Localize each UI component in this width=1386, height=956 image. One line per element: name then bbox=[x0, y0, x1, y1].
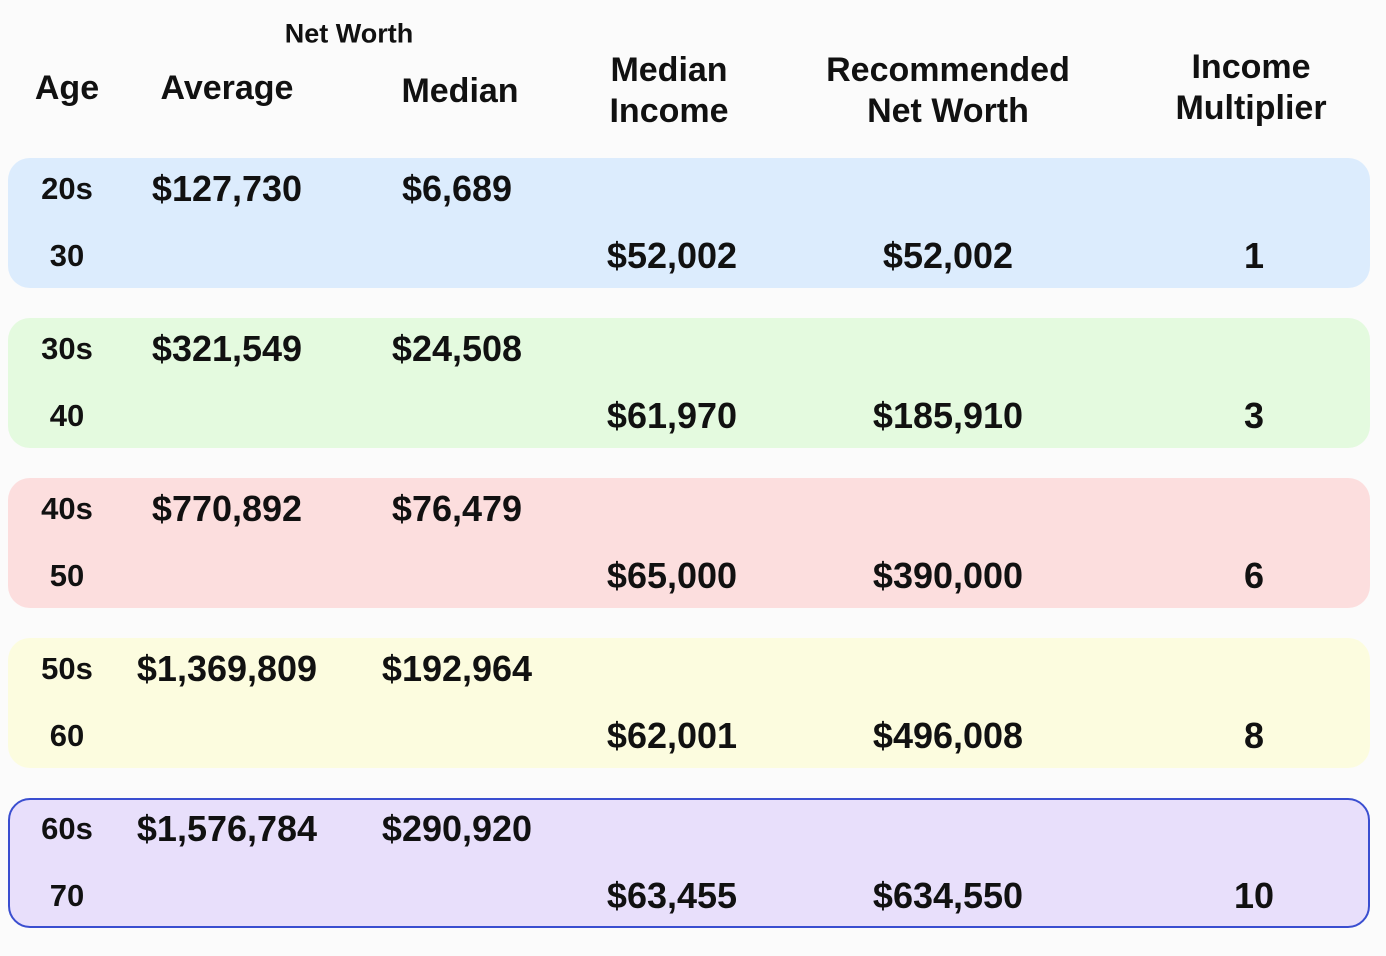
cell: $63,455 bbox=[606, 875, 738, 916]
cell: 60s bbox=[41, 811, 93, 846]
cell: 70 bbox=[49, 878, 85, 913]
column-header: Net Worth bbox=[867, 91, 1029, 130]
cell: $1,369,809 bbox=[136, 648, 318, 689]
cell: 8 bbox=[1243, 715, 1265, 756]
cell: $62,001 bbox=[606, 715, 738, 756]
column-header: Average bbox=[160, 69, 294, 107]
cell: $127,730 bbox=[151, 168, 303, 209]
column-header: Median bbox=[401, 72, 519, 110]
cell: $290,920 bbox=[381, 808, 533, 849]
table-row bbox=[8, 798, 1370, 928]
column-header: Recommended bbox=[826, 50, 1070, 89]
column-header: Age bbox=[34, 69, 100, 107]
cell: $1,576,784 bbox=[136, 808, 318, 849]
cell: 1 bbox=[1243, 235, 1265, 276]
cell: 30 bbox=[49, 238, 85, 273]
cell: $52,002 bbox=[882, 235, 1014, 276]
cell: $390,000 bbox=[872, 555, 1024, 596]
cell: $770,892 bbox=[151, 488, 303, 529]
cell: 20s bbox=[41, 171, 93, 206]
column-header: Median bbox=[610, 50, 728, 89]
cell: 30s bbox=[41, 331, 93, 366]
cell: $61,970 bbox=[606, 395, 738, 436]
table-row bbox=[8, 478, 1370, 608]
table-row bbox=[8, 638, 1370, 768]
column-header: Multiplier bbox=[1175, 88, 1327, 127]
cell: 6 bbox=[1243, 555, 1265, 596]
column-header: Income bbox=[1191, 47, 1311, 86]
cell: 50 bbox=[49, 558, 85, 593]
cell: 40s bbox=[41, 491, 93, 526]
cell: 3 bbox=[1243, 395, 1265, 436]
group-header: Net Worth bbox=[284, 18, 414, 49]
cell: $634,550 bbox=[872, 875, 1024, 916]
cell: $52,002 bbox=[606, 235, 738, 276]
cell: $65,000 bbox=[606, 555, 738, 596]
cell: $496,008 bbox=[872, 715, 1024, 756]
table-row bbox=[8, 318, 1370, 448]
table-row bbox=[8, 158, 1370, 288]
cell: $6,689 bbox=[401, 168, 513, 209]
cell: $185,910 bbox=[872, 395, 1024, 436]
cell: 60 bbox=[49, 718, 85, 753]
cell: $76,479 bbox=[391, 488, 523, 529]
cell: $192,964 bbox=[381, 648, 533, 689]
cell: $321,549 bbox=[151, 328, 303, 369]
cell: 50s bbox=[41, 651, 93, 686]
cell: 10 bbox=[1233, 875, 1275, 916]
cell: 40 bbox=[49, 398, 85, 433]
column-header: Income bbox=[609, 91, 729, 130]
cell: $24,508 bbox=[391, 328, 523, 369]
